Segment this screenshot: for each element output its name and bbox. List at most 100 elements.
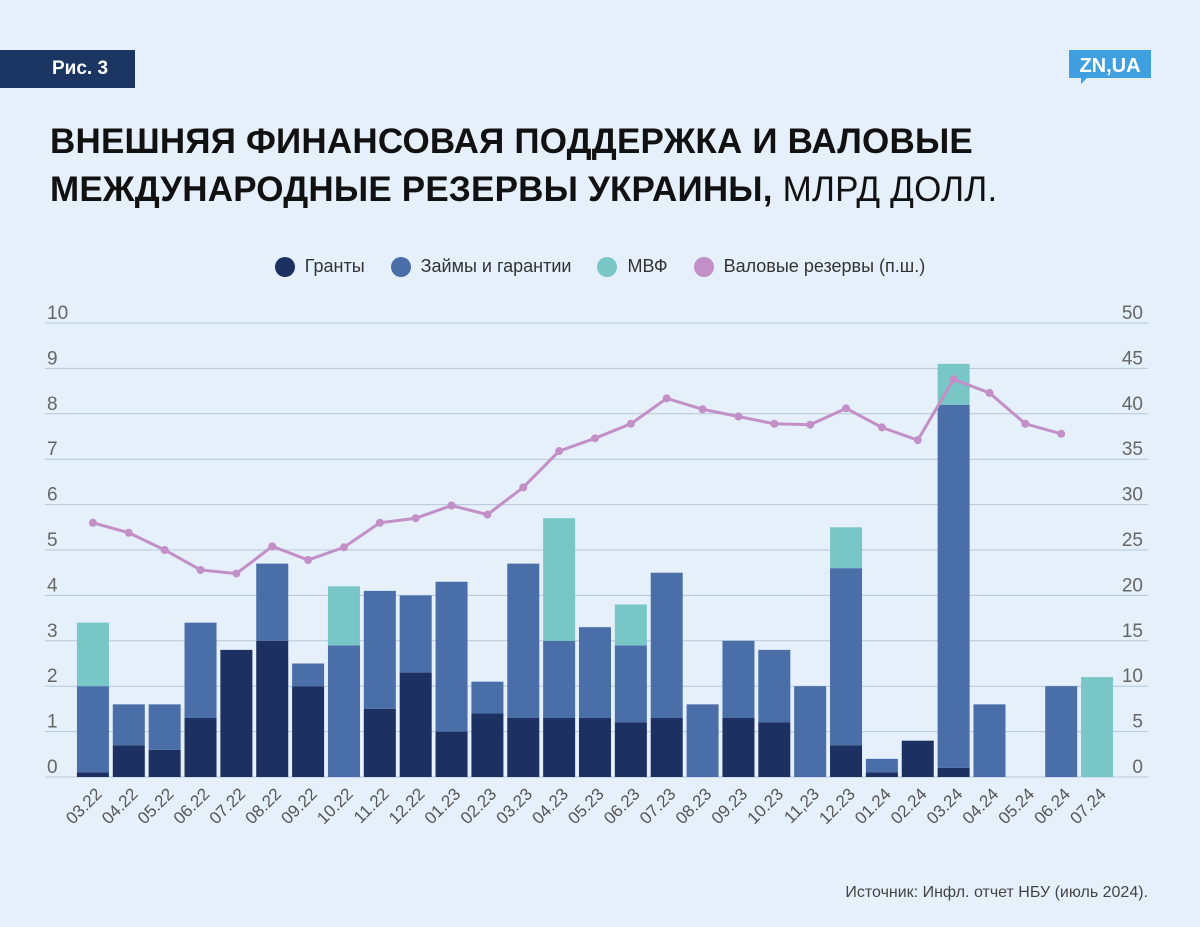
x-tick-label: 07.23 [636, 784, 680, 828]
x-tick-label: 02.23 [457, 784, 501, 828]
x-tick-label: 03.24 [923, 784, 967, 828]
x-tick-label: 06.24 [1031, 784, 1075, 828]
bar-segment-grants [758, 722, 791, 777]
bar-segment-grants [579, 717, 611, 777]
y-left-tick-label: 0 [47, 757, 58, 778]
bar-segment-grants [148, 749, 181, 777]
x-tick-label: 10.22 [313, 784, 357, 828]
x-tick-label: 11.22 [350, 784, 393, 827]
figure-label: Рис. 3 [0, 50, 135, 88]
reserves-point [196, 565, 205, 574]
bar-segment-grants [76, 772, 109, 777]
y-left-tick-label: 3 [47, 621, 58, 642]
reserves-point [806, 420, 815, 429]
y-left-tick-label: 8 [47, 394, 58, 415]
bar-segment-loans [794, 686, 827, 777]
bar-segment-loans [758, 649, 791, 723]
reserves-point [877, 423, 886, 432]
bar-segment-loans [973, 704, 1006, 777]
x-tick-label: 08.23 [672, 784, 716, 828]
x-tick-label: 01.23 [421, 784, 465, 828]
bar-segment-grants [865, 772, 898, 777]
y-right-tick-label: 20 [1122, 575, 1143, 596]
bar-segment-grants [937, 767, 970, 777]
x-tick-label: 03.23 [493, 784, 537, 828]
bar-segment-loans [686, 704, 719, 777]
bar-segment-loans [722, 640, 755, 718]
legend-swatch-imf [597, 256, 618, 277]
y-right-tick-label: 10 [1122, 666, 1143, 687]
y-axis-left: 0 1 2 3 4 5 6 7 8 9 10 [47, 303, 68, 778]
bar-segment-loans [507, 563, 540, 718]
bar-segment-loans [435, 581, 468, 732]
x-tick-label: 07.24 [1066, 784, 1110, 828]
reserves-point [304, 555, 313, 564]
bar-segment-grants [256, 640, 289, 777]
reserves-point [985, 388, 994, 397]
reserves-point [375, 518, 384, 527]
chart-title-main: ВНЕШНЯЯ ФИНАНСОВАЯ ПОДДЕРЖКА И ВАЛОВЫЕ М… [50, 122, 973, 209]
x-tick-label: 03.22 [62, 784, 106, 828]
bar-segment-grants [399, 672, 432, 777]
bar-segment-loans [614, 645, 647, 723]
bar-segment-imf [1081, 677, 1114, 777]
reserves-point [770, 419, 779, 428]
x-tick-label: 05.22 [134, 784, 178, 828]
y-left-tick-label: 2 [47, 666, 58, 687]
y-right-tick-label: 45 [1122, 348, 1143, 369]
reserves-point [483, 510, 492, 519]
reserves-point [662, 394, 671, 403]
legend-item-reserves: Валовые резервы (п.ш.) [693, 256, 925, 277]
legend-item-imf: МВФ [597, 256, 668, 277]
bar-segment-loans [471, 681, 504, 714]
x-tick-label: 10.23 [744, 784, 788, 828]
x-tick-label: 12.23 [815, 784, 859, 828]
bar-segment-grants [112, 745, 145, 777]
x-tick-label: 07.22 [206, 784, 250, 828]
legend-label-grants: Гранты [304, 256, 365, 276]
bars [76, 363, 1114, 777]
bar-segment-loans [112, 704, 145, 746]
bar-segment-loans [650, 572, 683, 718]
reserves-point [411, 514, 420, 523]
y-left-tick-label: 5 [47, 530, 58, 551]
x-tick-label: 08.22 [242, 784, 286, 828]
bar-segment-grants [543, 717, 576, 777]
legend-swatch-grants [274, 256, 295, 277]
bar-segment-grants [184, 717, 217, 777]
reserves-point [1057, 429, 1066, 438]
y-left-tick-label: 9 [47, 348, 58, 369]
y-left-tick-label: 4 [47, 575, 58, 596]
reserves-point [339, 543, 348, 552]
reserves-point [1021, 419, 1030, 428]
reserves-point [88, 518, 97, 527]
legend-swatch-reserves [693, 256, 714, 277]
y-right-tick-label: 15 [1122, 621, 1143, 642]
x-tick-label: 01.24 [851, 784, 895, 828]
bar-segment-loans [256, 563, 289, 641]
bar-segment-loans [76, 686, 109, 773]
chart-title: ВНЕШНЯЯ ФИНАНСОВАЯ ПОДДЕРЖКА И ВАЛОВЫЕ М… [50, 118, 1150, 214]
y-right-tick-label: 25 [1122, 530, 1143, 551]
x-tick-label: 06.22 [170, 784, 214, 828]
reserves-point [626, 419, 635, 428]
bar-segment-loans [292, 663, 325, 687]
x-tick-label: 11,23 [780, 784, 823, 827]
bar-segment-loans [865, 758, 898, 773]
bar-segment-loans [327, 645, 360, 777]
bar-segment-grants [292, 686, 325, 777]
bar-segment-imf [614, 604, 647, 646]
chart-legend: Гранты Займы и гарантии МВФ Валовые резе… [0, 256, 1200, 277]
bar-segment-imf [543, 518, 576, 641]
zn-ua-logo: ZN,UA [1069, 50, 1151, 84]
reserves-line-path [92, 377, 1062, 576]
bar-segment-imf [830, 527, 863, 569]
x-tick-label: 04.23 [528, 784, 572, 828]
x-tick-label: 09.22 [277, 784, 321, 828]
x-tick-label: 05.23 [564, 784, 608, 828]
bar-segment-loans [937, 404, 970, 768]
bar-segment-grants [830, 745, 863, 777]
bar-segment-loans [543, 640, 576, 718]
x-axis-labels: 03.2204.2205.2206.2207.2208.2209.2210.22… [62, 784, 1110, 828]
